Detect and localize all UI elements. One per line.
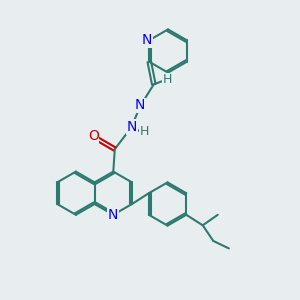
Text: N: N <box>108 208 119 222</box>
Text: N: N <box>142 33 152 47</box>
Text: H: H <box>163 73 172 86</box>
Text: N: N <box>127 120 137 134</box>
Text: N: N <box>134 98 145 112</box>
Text: O: O <box>88 129 99 143</box>
Text: H: H <box>140 125 149 139</box>
